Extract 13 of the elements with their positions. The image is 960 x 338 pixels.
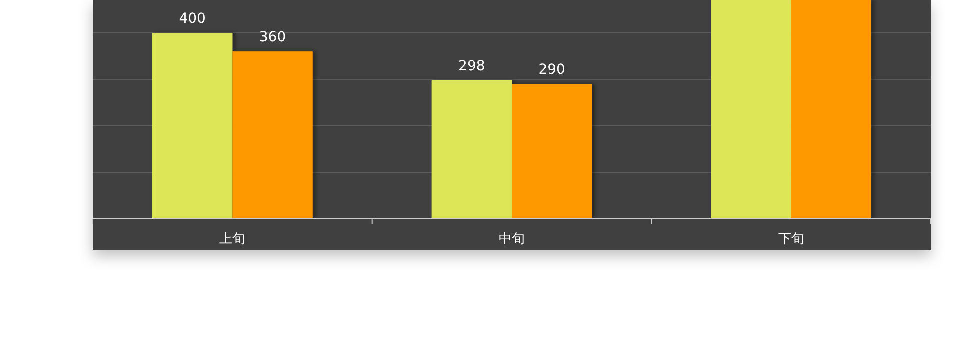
bar: [791, 0, 872, 219]
data-label: 298: [458, 58, 486, 74]
bar: [232, 52, 313, 219]
x-tick-label: 下旬: [778, 232, 804, 247]
data-label: 400: [179, 11, 206, 28]
bar: [512, 84, 592, 219]
x-tick-label: 中旬: [499, 232, 525, 247]
bar: [152, 33, 233, 219]
data-label: 360: [259, 30, 286, 46]
bar: [711, 0, 792, 219]
x-tick-label: 上旬: [220, 232, 246, 247]
bar: [432, 80, 512, 219]
data-label: 290: [538, 62, 566, 78]
